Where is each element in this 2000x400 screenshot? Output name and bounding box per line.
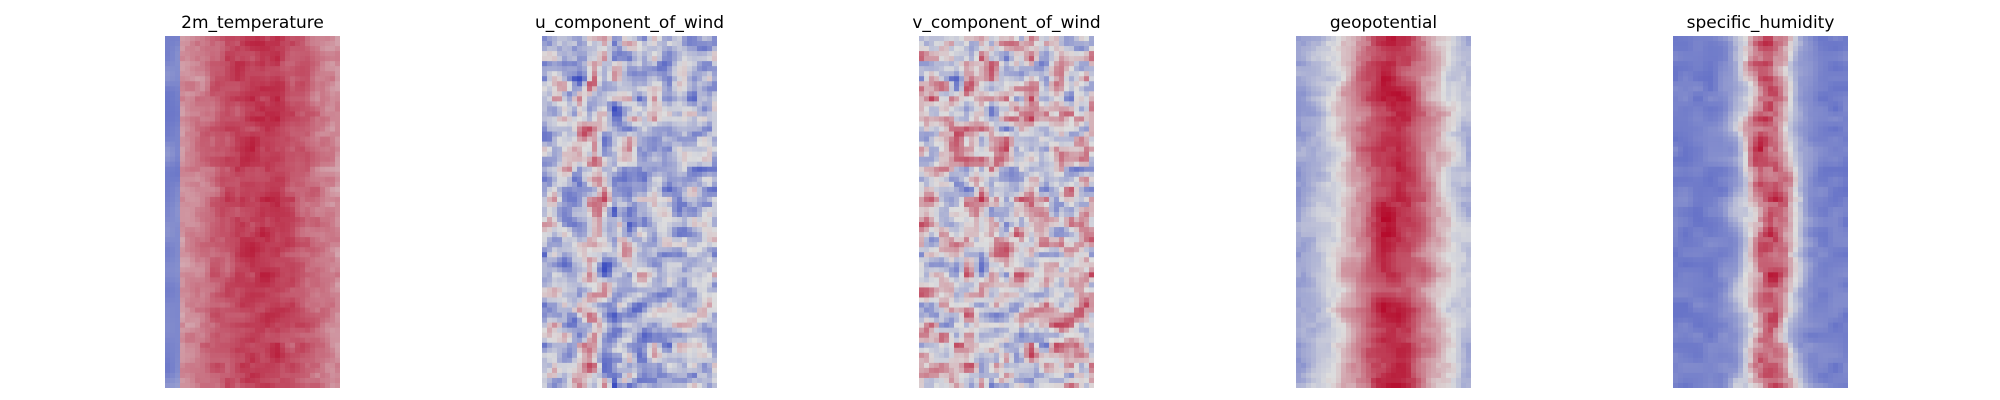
heatmap-geopotential bbox=[1296, 36, 1471, 388]
heatmap-specific-humidity bbox=[1673, 36, 1848, 388]
panel-title: 2m_temperature bbox=[181, 13, 324, 33]
heatmap-v-component-of-wind bbox=[919, 36, 1094, 388]
heatmap-u-component-of-wind bbox=[542, 36, 717, 388]
panel-title: v_component_of_wind bbox=[912, 13, 1101, 33]
panel-geopotential: geopotential bbox=[1296, 0, 1471, 400]
panel-v-component-of-wind: v_component_of_wind bbox=[912, 0, 1101, 400]
panel-specific-humidity: specific_humidity bbox=[1673, 0, 1848, 400]
panel-title: u_component_of_wind bbox=[534, 13, 725, 33]
panel-title: geopotential bbox=[1329, 13, 1438, 33]
heatmap-2m-temperature bbox=[165, 36, 340, 388]
panel-2m-temperature: 2m_temperature bbox=[165, 0, 340, 400]
panel-title: specific_humidity bbox=[1686, 13, 1835, 33]
panel-u-component-of-wind: u_component_of_wind bbox=[535, 0, 724, 400]
